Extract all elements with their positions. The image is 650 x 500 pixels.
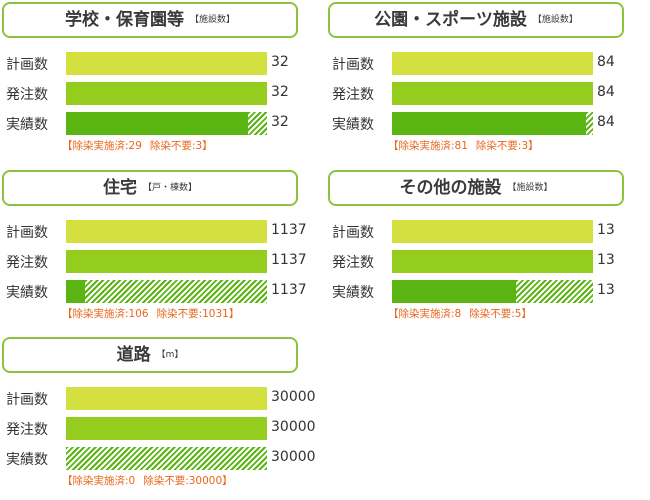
- chart-panel: 公園・スポーツ施設 【施設数】計画数 84 発注数 84 実績数 84 【除染実施済:81 除染…: [326, 0, 650, 165]
- bar-track: [66, 280, 267, 303]
- chart-title: 道路: [116, 345, 151, 365]
- order-bar: [392, 250, 593, 273]
- actual-decontaminated-bar: [392, 112, 586, 135]
- bar-row-label: 実績数: [332, 117, 374, 133]
- bar-track: [66, 52, 267, 75]
- plan-bar: [392, 220, 593, 243]
- bar-row-label: 計画数: [6, 57, 48, 73]
- not-required-count: 除染不要:1031】: [156, 308, 240, 320]
- bar-row-label: 発注数: [6, 422, 48, 438]
- bar-row-label: 発注数: [6, 87, 48, 103]
- not-required-count: 除染不要:3】: [149, 140, 213, 152]
- bar-row-label: 計画数: [332, 57, 374, 73]
- bar-row-label: 実績数: [6, 117, 48, 133]
- decontaminated-count: 【除染実施済:81: [388, 140, 468, 152]
- bar-row-label: 実績数: [6, 285, 48, 301]
- chart-title: 学校・保育園等: [64, 10, 184, 30]
- actual-not-required-bar: [248, 112, 267, 135]
- decontaminated-count: 【除染実施済:106: [62, 308, 149, 320]
- bar-row-label: 計画数: [6, 392, 48, 408]
- order-bar: [66, 250, 267, 273]
- chart-unit: 【施設数】: [507, 183, 553, 193]
- breakdown-note: 【除染実施済:8 除染不要:5】: [388, 306, 540, 321]
- bar-value-label: 30000: [271, 389, 316, 405]
- bar-track: [392, 280, 593, 303]
- bar-value-label: 1137: [271, 222, 307, 238]
- bar-track: [392, 250, 593, 273]
- plan-bar: [392, 52, 593, 75]
- bar-row-label: 実績数: [6, 452, 48, 468]
- chart-title: 公園・スポーツ施設: [374, 10, 527, 30]
- breakdown-note: 【除染実施済:29 除染不要:3】: [62, 138, 221, 153]
- not-required-count: 除染不要:5】: [469, 308, 532, 320]
- chart-unit: 【m】: [156, 350, 184, 360]
- breakdown-note: 【除染実施済:0 除染不要:30000】: [62, 473, 241, 488]
- bar-row-label: 実績数: [332, 285, 374, 301]
- bar-track: [392, 220, 593, 243]
- bar-value-label: 30000: [271, 419, 316, 435]
- not-required-count: 除染不要:3】: [475, 140, 539, 152]
- decontaminated-count: 【除染実施済:8: [388, 308, 462, 320]
- bar-track: [392, 112, 593, 135]
- plan-bar: [66, 387, 267, 410]
- bar-value-label: 1137: [271, 252, 307, 268]
- bar-value-label: 84: [597, 114, 615, 130]
- bar-value-label: 13: [597, 252, 615, 268]
- chart-header: 学校・保育園等 【施設数】: [2, 2, 298, 38]
- bar-row-label: 発注数: [332, 255, 374, 271]
- plan-bar: [66, 220, 267, 243]
- decontaminated-count: 【除染実施済:29: [62, 140, 142, 152]
- bar-track: [392, 52, 593, 75]
- chart-title: 住宅: [102, 178, 137, 198]
- breakdown-note: 【除染実施済:106 除染不要:1031】: [62, 306, 247, 321]
- actual-not-required-bar: [66, 447, 267, 470]
- chart-panel: 住宅 【戸・棟数】計画数 1137 発注数 1137 実績数 1137 【除染実施済:106 除…: [0, 168, 325, 333]
- plan-bar: [66, 52, 267, 75]
- bar-track: [66, 250, 267, 273]
- bar-track: [66, 112, 267, 135]
- breakdown-note: 【除染実施済:81 除染不要:3】: [388, 138, 547, 153]
- bar-row-label: 計画数: [6, 225, 48, 241]
- actual-decontaminated-bar: [66, 280, 85, 303]
- chart-unit: 【戸・棟数】: [142, 183, 197, 193]
- bar-track: [66, 82, 267, 105]
- bar-track: [66, 387, 267, 410]
- bar-row-label: 発注数: [332, 87, 374, 103]
- actual-decontaminated-bar: [66, 112, 249, 135]
- chart-header: 公園・スポーツ施設 【施設数】: [328, 2, 624, 38]
- order-bar: [392, 82, 593, 105]
- chart-header: 住宅 【戸・棟数】: [2, 170, 298, 206]
- not-required-count: 除染不要:30000】: [143, 475, 233, 487]
- bar-value-label: 13: [597, 282, 615, 298]
- actual-not-required-bar: [585, 112, 593, 135]
- chart-unit: 【施設数】: [532, 15, 578, 25]
- chart-header: 道路 【m】: [2, 337, 298, 373]
- chart-title: その他の施設: [399, 178, 502, 198]
- bar-value-label: 84: [597, 54, 615, 70]
- chart-panel: その他の施設 【施設数】計画数 13 発注数 13 実績数 13 【除染実施済:8 除染不要:5…: [326, 168, 650, 333]
- bar-track: [66, 447, 267, 470]
- chart-panel: 学校・保育園等 【施設数】計画数 32 発注数 32 実績数 32 【除染実施済:29 除染不要…: [0, 0, 325, 165]
- actual-not-required-bar: [515, 280, 593, 303]
- bar-row-label: 発注数: [6, 255, 48, 271]
- bar-value-label: 30000: [271, 449, 316, 465]
- bar-value-label: 32: [271, 54, 289, 70]
- chart-panel: 道路 【m】計画数 30000 発注数 30000 実績数 30000 【除染実施済:0 除染不…: [0, 335, 325, 500]
- bar-value-label: 1137: [271, 282, 307, 298]
- bar-value-label: 84: [597, 84, 615, 100]
- bar-track: [392, 82, 593, 105]
- chart-unit: 【施設数】: [189, 15, 235, 25]
- chart-header: その他の施設 【施設数】: [328, 170, 624, 206]
- bar-value-label: 32: [271, 114, 289, 130]
- bar-value-label: 13: [597, 222, 615, 238]
- bar-track: [66, 417, 267, 440]
- bar-row-label: 計画数: [332, 225, 374, 241]
- order-bar: [66, 417, 267, 440]
- bar-value-label: 32: [271, 84, 289, 100]
- actual-not-required-bar: [84, 280, 267, 303]
- bar-track: [66, 220, 267, 243]
- order-bar: [66, 82, 267, 105]
- decontaminated-count: 【除染実施済:0: [62, 475, 136, 487]
- actual-decontaminated-bar: [392, 280, 516, 303]
